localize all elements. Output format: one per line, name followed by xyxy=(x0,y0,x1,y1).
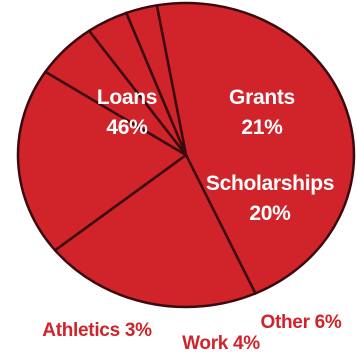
slice-value-loans: 46% xyxy=(106,116,148,139)
slice-label-grants: Grants xyxy=(229,86,295,109)
pie-slices xyxy=(16,1,356,309)
slice-label-other: Other 6% xyxy=(260,312,341,333)
slice-value-grants: 21% xyxy=(241,116,283,139)
pie-slice-scholarships xyxy=(16,70,188,252)
slice-value-scholarships: 20% xyxy=(249,202,291,225)
slice-label-work: Work 4% xyxy=(182,333,260,354)
slice-label-loans: Loans xyxy=(97,86,157,109)
slice-label-athletics: Athletics 3% xyxy=(42,320,152,341)
pie-slice-loans xyxy=(155,1,356,295)
pie-labels: Loans 46% Grants 21% Scholarships 20% Other 6%… xyxy=(42,86,342,354)
pie-slice-athletics xyxy=(125,4,188,157)
pie-slice-grants xyxy=(53,153,257,309)
slice-label-scholarships: Scholarships xyxy=(206,172,334,195)
